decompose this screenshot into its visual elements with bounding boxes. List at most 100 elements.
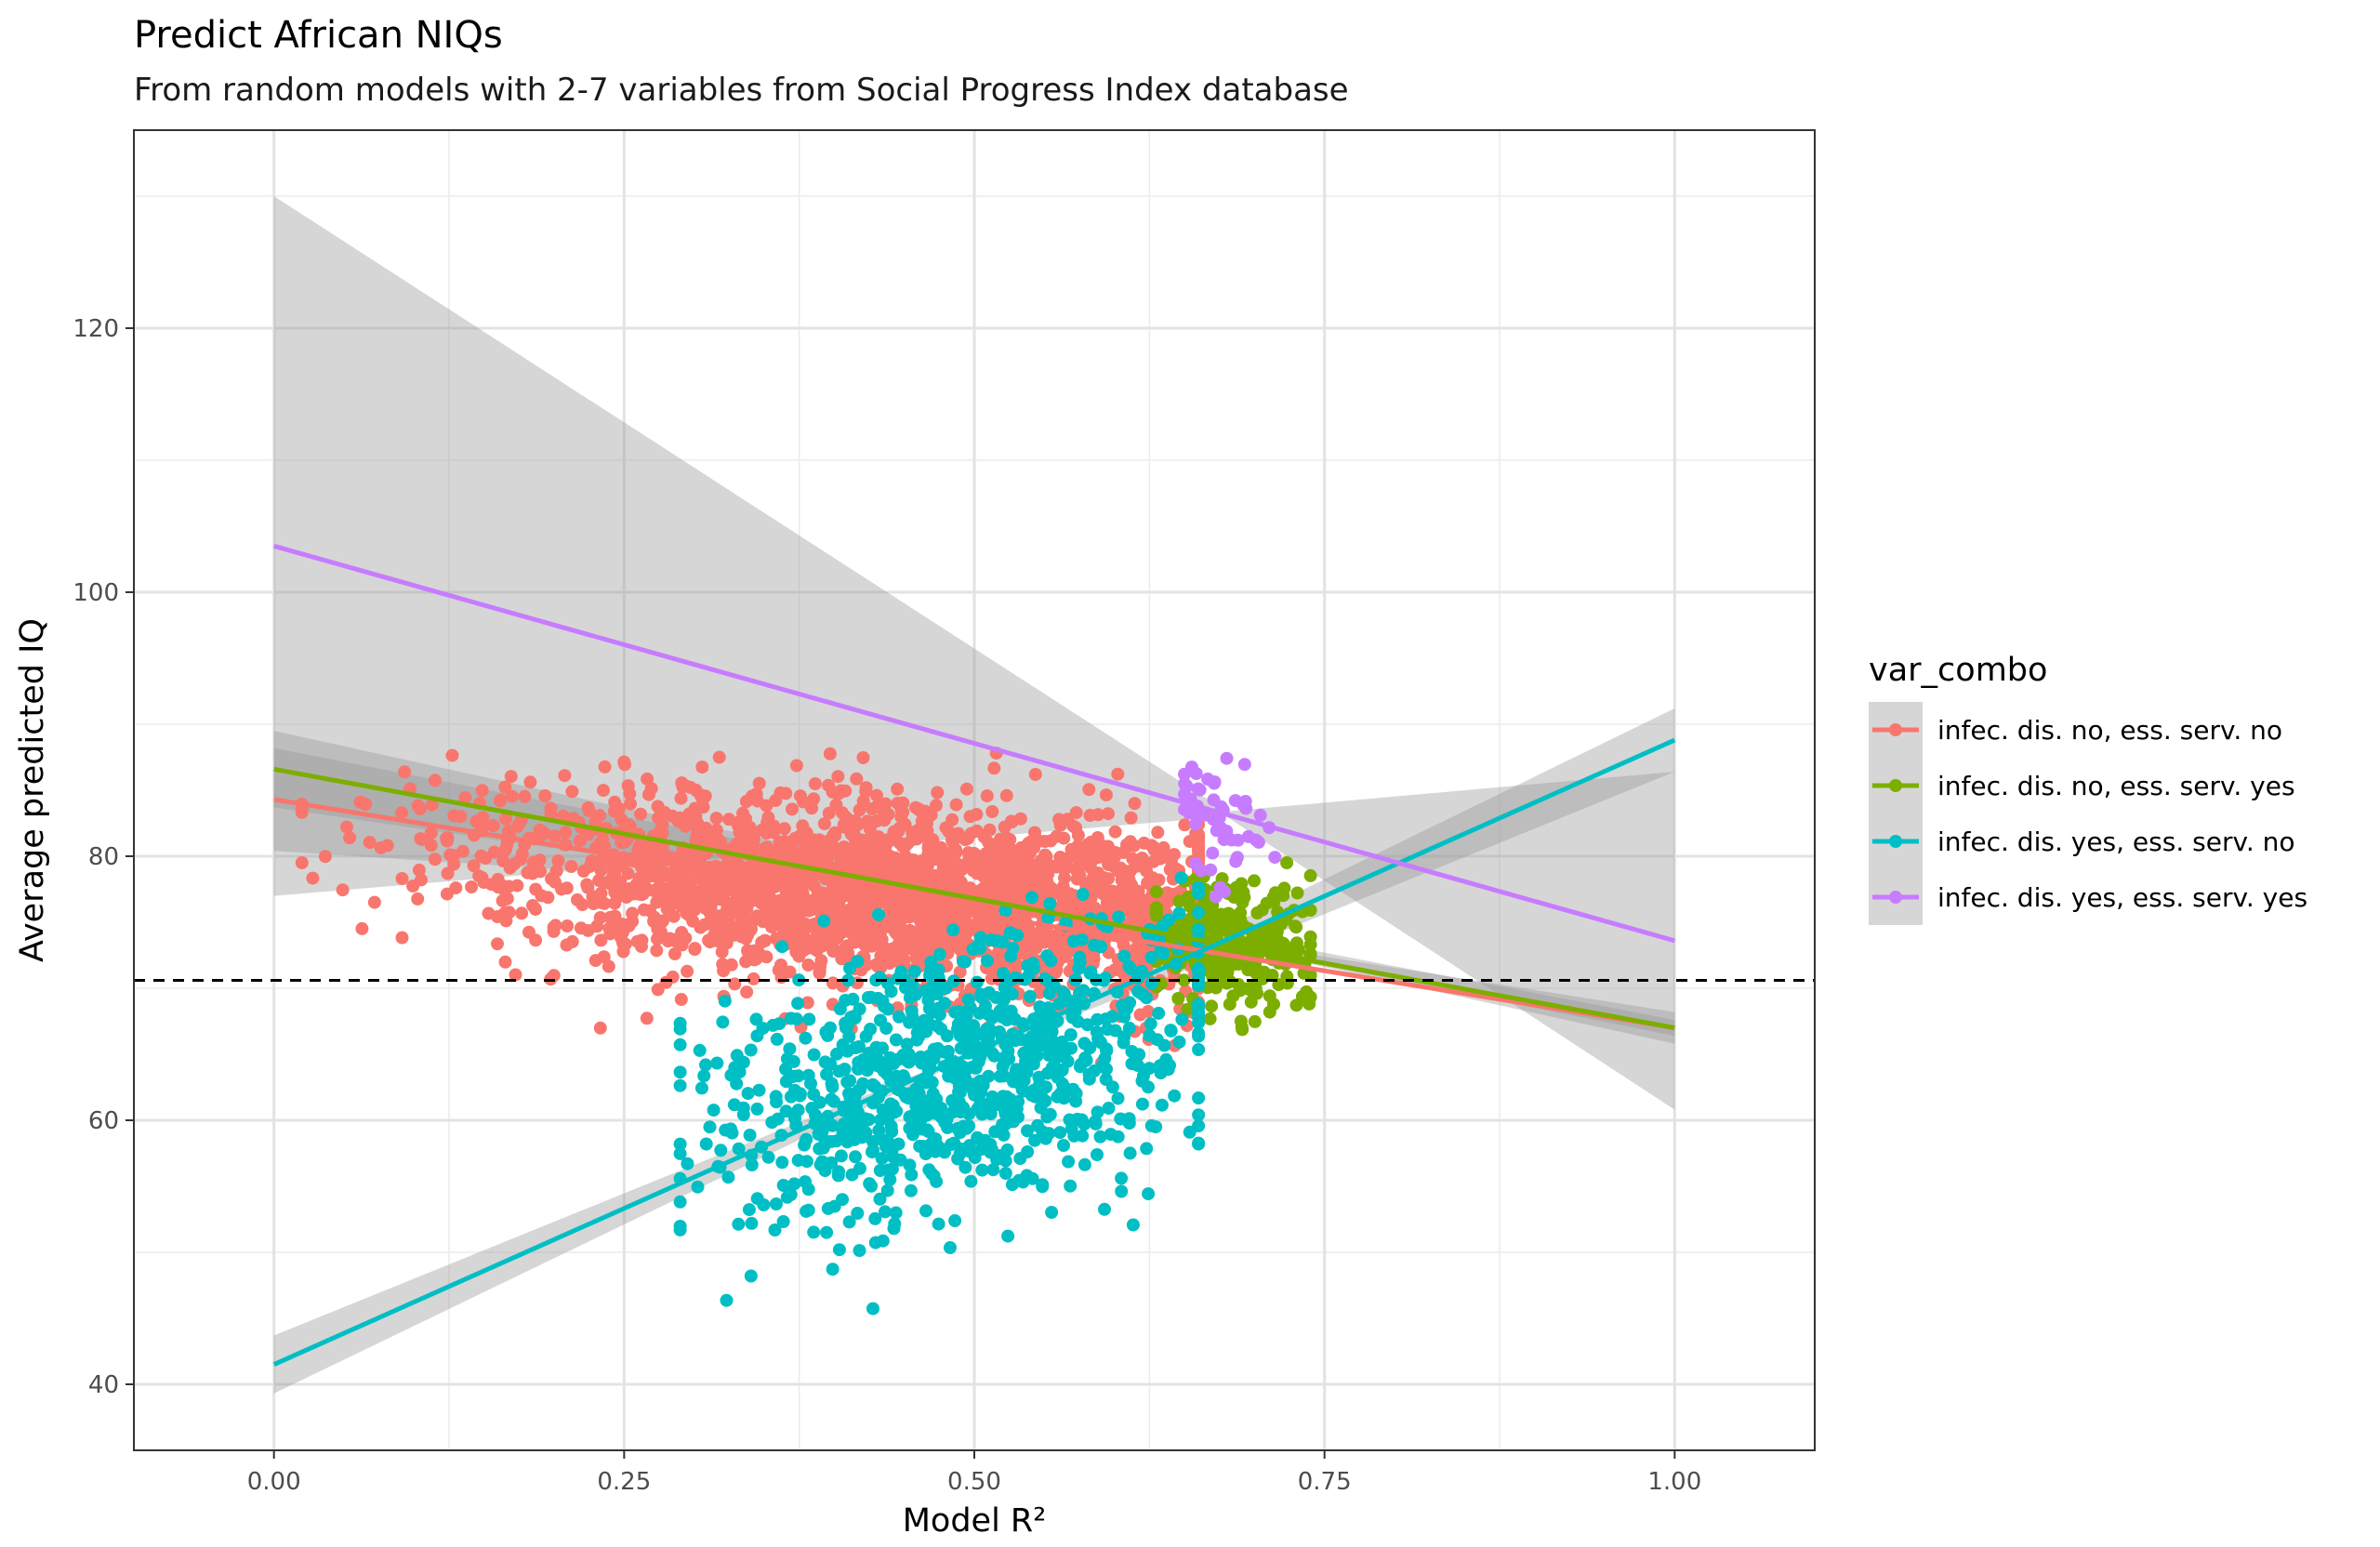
data-point: [650, 944, 664, 958]
data-point: [845, 1168, 859, 1182]
data-point: [843, 906, 857, 919]
data-point: [1077, 984, 1091, 998]
data-point: [749, 1012, 763, 1026]
data-point: [1147, 842, 1161, 856]
fit-line: [273, 797, 1675, 1031]
data-point: [597, 950, 611, 964]
data-point: [873, 1164, 887, 1177]
data-point: [491, 880, 505, 894]
data-point: [884, 1119, 898, 1133]
data-point: [871, 959, 885, 973]
data-point: [1042, 986, 1056, 1000]
data-point: [618, 835, 632, 849]
data-point: [931, 981, 944, 995]
data-point: [834, 1149, 848, 1163]
data-point: [673, 1137, 687, 1151]
data-point: [443, 848, 457, 862]
data-point: [883, 1172, 897, 1186]
data-point: [1057, 831, 1071, 845]
chart-subtitle: From random models with 2-7 variables fr…: [134, 72, 1349, 109]
data-point: [1142, 1187, 1156, 1201]
data-point: [447, 809, 461, 823]
legend-item: infec. dis. yes, ess. serv. yes: [1869, 869, 2307, 925]
data-point: [691, 1180, 705, 1194]
data-point: [1091, 1148, 1104, 1161]
data-point: [776, 1215, 790, 1228]
data-point: [1203, 1012, 1217, 1025]
data-point: [905, 833, 919, 847]
data-point: [1174, 871, 1188, 885]
data-point: [1096, 851, 1110, 864]
data-point: [980, 1023, 994, 1037]
data-point: [1064, 1179, 1078, 1193]
data-point: [891, 782, 905, 796]
data-point: [561, 919, 575, 932]
data-point: [367, 895, 381, 909]
data-point: [853, 916, 866, 930]
data-point: [1043, 1107, 1057, 1121]
data-point: [1115, 1171, 1129, 1185]
data-point: [890, 1104, 904, 1118]
data-point: [681, 964, 694, 978]
data-point: [840, 1044, 854, 1058]
data-point: [661, 934, 675, 948]
data-point: [1122, 959, 1136, 973]
data-point: [1192, 1006, 1206, 1020]
data-point: [769, 794, 783, 807]
data-point: [856, 751, 870, 764]
data-point: [853, 1039, 866, 1053]
data-point: [783, 965, 797, 979]
data-point: [529, 882, 543, 896]
data-point: [820, 1067, 834, 1081]
data-point: [932, 947, 946, 961]
data-point: [1145, 976, 1158, 990]
data-point: [883, 1051, 897, 1064]
data-point: [883, 913, 897, 927]
data-point: [832, 1243, 846, 1257]
data-point: [841, 973, 855, 987]
data-point: [947, 1136, 961, 1150]
data-point: [673, 1195, 687, 1209]
data-point: [694, 1081, 708, 1095]
data-point: [475, 871, 489, 884]
data-point: [868, 1079, 882, 1093]
data-point: [771, 1112, 785, 1126]
data-point: [1057, 1139, 1070, 1152]
data-point: [761, 1150, 775, 1164]
data-point: [852, 817, 866, 831]
data-point: [1041, 912, 1055, 926]
data-point: [775, 940, 789, 954]
data-point: [899, 1090, 913, 1104]
data-point: [1289, 919, 1302, 933]
data-point: [949, 798, 963, 812]
data-point: [1071, 828, 1085, 842]
data-point: [799, 1175, 812, 1189]
data-point: [998, 1167, 1012, 1180]
data-point: [993, 1025, 1006, 1038]
data-point: [1263, 1005, 1276, 1019]
data-point: [441, 831, 455, 845]
data-point: [874, 1113, 888, 1127]
data-point: [883, 903, 897, 917]
data-point: [1057, 1091, 1071, 1105]
data-point: [865, 829, 879, 843]
data-point: [892, 1010, 906, 1024]
data-point: [895, 951, 909, 965]
data-point: [694, 828, 707, 841]
data-point: [710, 1056, 724, 1070]
data-point: [1069, 806, 1083, 820]
data-point: [1062, 1155, 1076, 1169]
data-point: [424, 826, 438, 840]
data-point: [353, 795, 367, 809]
data-point: [1268, 886, 1282, 900]
data-point: [760, 906, 774, 919]
data-point: [588, 891, 602, 905]
data-point: [1130, 894, 1144, 908]
data-point: [849, 1150, 862, 1164]
data-point: [927, 852, 941, 866]
data-point: [673, 1038, 687, 1051]
data-point: [963, 1001, 977, 1014]
data-point: [675, 926, 689, 939]
data-point: [597, 784, 610, 798]
